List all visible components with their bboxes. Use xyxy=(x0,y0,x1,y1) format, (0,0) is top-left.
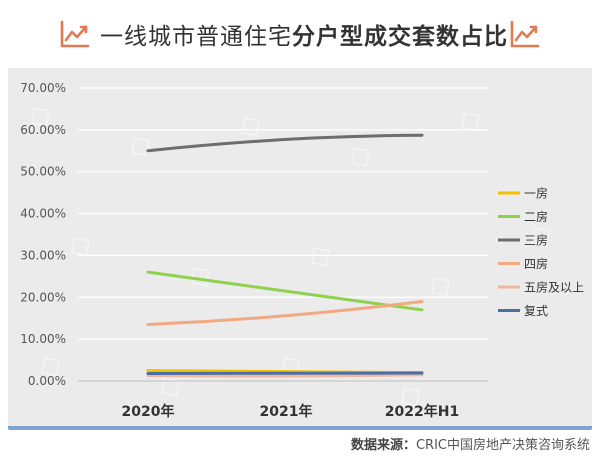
data-source-text: CRIC中国房地产决策咨询系统 xyxy=(415,438,590,453)
series-line xyxy=(146,299,424,326)
series-line xyxy=(146,133,424,153)
legend-label: 一房 xyxy=(524,186,548,201)
line-chart-icon xyxy=(60,20,90,48)
series-line xyxy=(146,270,424,312)
data-source: 数据来源：CRIC中国房地产决策咨询系统 xyxy=(351,436,590,456)
chart-title-bold: 分户型成交套数占比 xyxy=(292,24,508,50)
y-tick-label: 0.00% xyxy=(28,374,66,388)
data-source-label: 数据来源： xyxy=(350,438,416,453)
chart-panel xyxy=(8,68,592,430)
chart-panel-bottom-bar xyxy=(8,426,592,430)
chart-header: 一线城市普通住宅分户型成交套数占比 xyxy=(0,0,600,68)
legend-label: 五房及以上 xyxy=(524,280,584,295)
y-tick-label: 50.00% xyxy=(20,165,66,179)
series-line xyxy=(146,373,424,378)
chart-title: 一线城市普通住宅分户型成交套数占比 xyxy=(100,20,507,54)
y-tick-label: 40.00% xyxy=(20,207,66,221)
y-tick-label: 20.00% xyxy=(20,290,66,304)
legend-label: 四房 xyxy=(524,256,548,271)
y-tick-label: 10.00% xyxy=(20,332,66,346)
y-tick-label: 60.00% xyxy=(20,123,66,137)
line-chart-icon xyxy=(510,20,540,48)
legend-label: 三房 xyxy=(524,233,548,248)
x-tick-label: 2021年 xyxy=(260,403,313,420)
y-tick-label: 70.00% xyxy=(20,81,66,95)
chart-title-plain: 一线城市普通住宅 xyxy=(100,24,292,50)
legend-label: 二房 xyxy=(524,209,548,224)
x-tick-label: 2022年H1 xyxy=(385,403,459,420)
x-tick-label: 2020年 xyxy=(122,403,175,420)
legend-label: 复式 xyxy=(524,304,548,318)
y-tick-label: 30.00% xyxy=(20,248,66,262)
